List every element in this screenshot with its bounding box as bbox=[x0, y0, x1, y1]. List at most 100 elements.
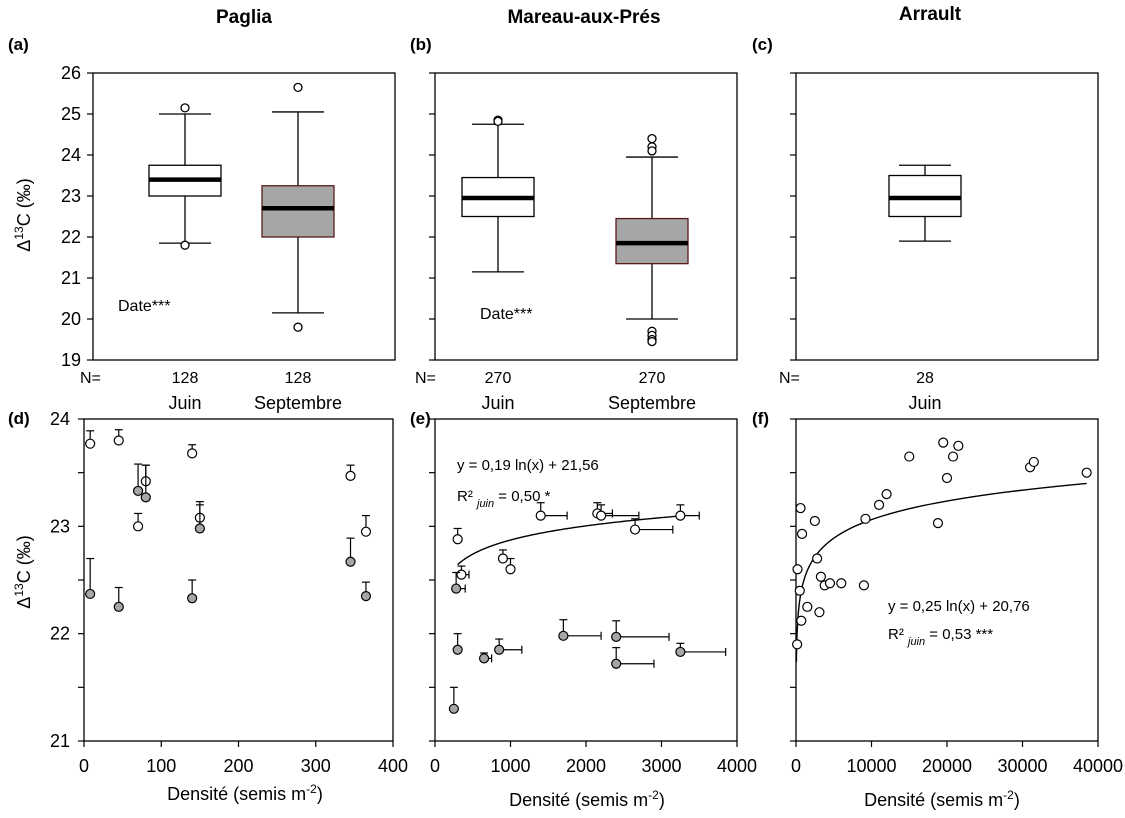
x-tick-label: 300 bbox=[301, 756, 331, 776]
x-tick-label: 40000 bbox=[1073, 756, 1123, 776]
box-outlier bbox=[647, 336, 657, 347]
ylabel-top-text: Δ13C (‰) bbox=[12, 178, 34, 251]
n-count: 270 bbox=[639, 370, 666, 387]
x-tick-label: 10000 bbox=[846, 756, 896, 776]
r2-e: R² juin = 0,50 * bbox=[457, 488, 551, 510]
box-outlier bbox=[647, 146, 657, 156]
point-septembre bbox=[494, 644, 505, 655]
y-tick-label: 20 bbox=[61, 309, 81, 329]
x-tick-label: 3000 bbox=[641, 756, 681, 776]
annotation-b: Date*** bbox=[480, 306, 532, 323]
point-septembre bbox=[558, 630, 569, 641]
point-juin bbox=[456, 569, 467, 580]
point-juin bbox=[860, 513, 871, 524]
category-label: Juin bbox=[168, 393, 201, 413]
point-juin bbox=[452, 534, 463, 545]
x-tick-label: 2000 bbox=[566, 756, 606, 776]
category-label: Septembre bbox=[608, 393, 696, 413]
point-juin bbox=[881, 489, 892, 500]
box-outlier bbox=[180, 103, 190, 113]
y-tick-label: 24 bbox=[50, 409, 70, 429]
box-outlier bbox=[493, 116, 503, 127]
point-juin bbox=[792, 564, 803, 575]
point-juin bbox=[904, 451, 915, 462]
xlabel-e: Densité (semis m-2) bbox=[509, 788, 665, 810]
panel-letter-c: (c) bbox=[752, 35, 773, 54]
point-septembre bbox=[345, 556, 356, 567]
point-juin bbox=[794, 585, 805, 596]
box-outlier bbox=[647, 133, 657, 144]
point-juin bbox=[953, 440, 964, 451]
panel-letter-f: (f) bbox=[752, 409, 769, 428]
point-septembre bbox=[113, 601, 124, 612]
equation-f: y = 0,25 ln(x) + 20,76 bbox=[888, 598, 1030, 615]
point-septembre bbox=[360, 590, 372, 602]
panel-letter-e: (e) bbox=[410, 409, 431, 428]
y-tick-label: 21 bbox=[61, 268, 81, 288]
n-count: 128 bbox=[285, 370, 312, 387]
point-juin bbox=[947, 451, 959, 462]
panel-letter-d: (d) bbox=[8, 409, 30, 428]
point-juin bbox=[132, 521, 144, 532]
point-juin bbox=[345, 470, 356, 481]
point-juin bbox=[938, 437, 949, 448]
annotation-a: Date*** bbox=[118, 298, 170, 315]
x-tick-label: 0 bbox=[79, 756, 89, 776]
site-title-mareau: Mareau-aux-Prés bbox=[507, 7, 660, 28]
chart-marks: 19 20 21 22 23 24 25 26 128 Juin 128 Septembre 270 Ju… bbox=[50, 63, 1123, 776]
category-label: Septembre bbox=[254, 393, 342, 413]
xlabel-d: Densité (semis m-2) bbox=[167, 782, 323, 804]
point-juin bbox=[1081, 467, 1092, 478]
box-outlier bbox=[180, 240, 190, 250]
y-tick-label: 23 bbox=[50, 516, 70, 536]
point-juin bbox=[187, 448, 198, 459]
panel-d-frame bbox=[83, 418, 394, 742]
xlabel-f: Densité (semis m-2) bbox=[864, 788, 1020, 810]
panel-c-frame bbox=[795, 72, 1099, 361]
point-septembre bbox=[85, 588, 96, 600]
panel-letter-a: (a) bbox=[8, 35, 29, 54]
point-septembre bbox=[675, 646, 686, 658]
point-septembre bbox=[194, 523, 205, 534]
panel-b-frame bbox=[434, 72, 738, 361]
point-juin bbox=[941, 472, 953, 484]
point-juin bbox=[1028, 456, 1039, 468]
point-septembre bbox=[451, 583, 462, 594]
point-juin bbox=[629, 524, 641, 535]
ylabel-bottom: Δ13C (‰) bbox=[12, 535, 34, 608]
fit-curve bbox=[457, 514, 685, 566]
site-title-paglia: Paglia bbox=[216, 7, 272, 28]
box-outlier bbox=[293, 82, 303, 92]
y-tick-label: 23 bbox=[61, 186, 81, 206]
y-tick-label: 19 bbox=[61, 350, 81, 370]
category-label: Juin bbox=[908, 393, 941, 413]
n-count: 128 bbox=[172, 370, 199, 387]
x-tick-label: 4000 bbox=[717, 756, 757, 776]
point-juin bbox=[497, 553, 509, 564]
x-tick-label: 200 bbox=[223, 756, 253, 776]
point-septembre bbox=[478, 653, 490, 664]
point-septembre bbox=[140, 492, 151, 503]
ylabel-bottom-text: Δ13C (‰) bbox=[12, 535, 34, 608]
x-tick-label: 20000 bbox=[922, 756, 972, 776]
point-juin bbox=[812, 553, 823, 564]
point-juin bbox=[535, 510, 546, 521]
box-iqr bbox=[261, 185, 335, 238]
point-juin bbox=[858, 580, 870, 591]
point-septembre bbox=[611, 631, 622, 642]
point-juin bbox=[795, 502, 806, 514]
point-septembre bbox=[452, 644, 463, 655]
point-juin bbox=[796, 528, 808, 539]
y-tick-label: 21 bbox=[50, 731, 70, 751]
n-count: 28 bbox=[916, 370, 934, 387]
point-septembre bbox=[187, 593, 198, 604]
panel-letter-b: (b) bbox=[410, 35, 432, 54]
point-juin bbox=[675, 510, 686, 521]
panel-a-frame bbox=[92, 72, 396, 361]
ylabel-top: Δ13C (‰) bbox=[12, 178, 34, 251]
point-juin bbox=[595, 510, 607, 521]
point-juin bbox=[824, 578, 836, 589]
n-count: 270 bbox=[485, 370, 512, 387]
point-juin bbox=[360, 526, 372, 537]
